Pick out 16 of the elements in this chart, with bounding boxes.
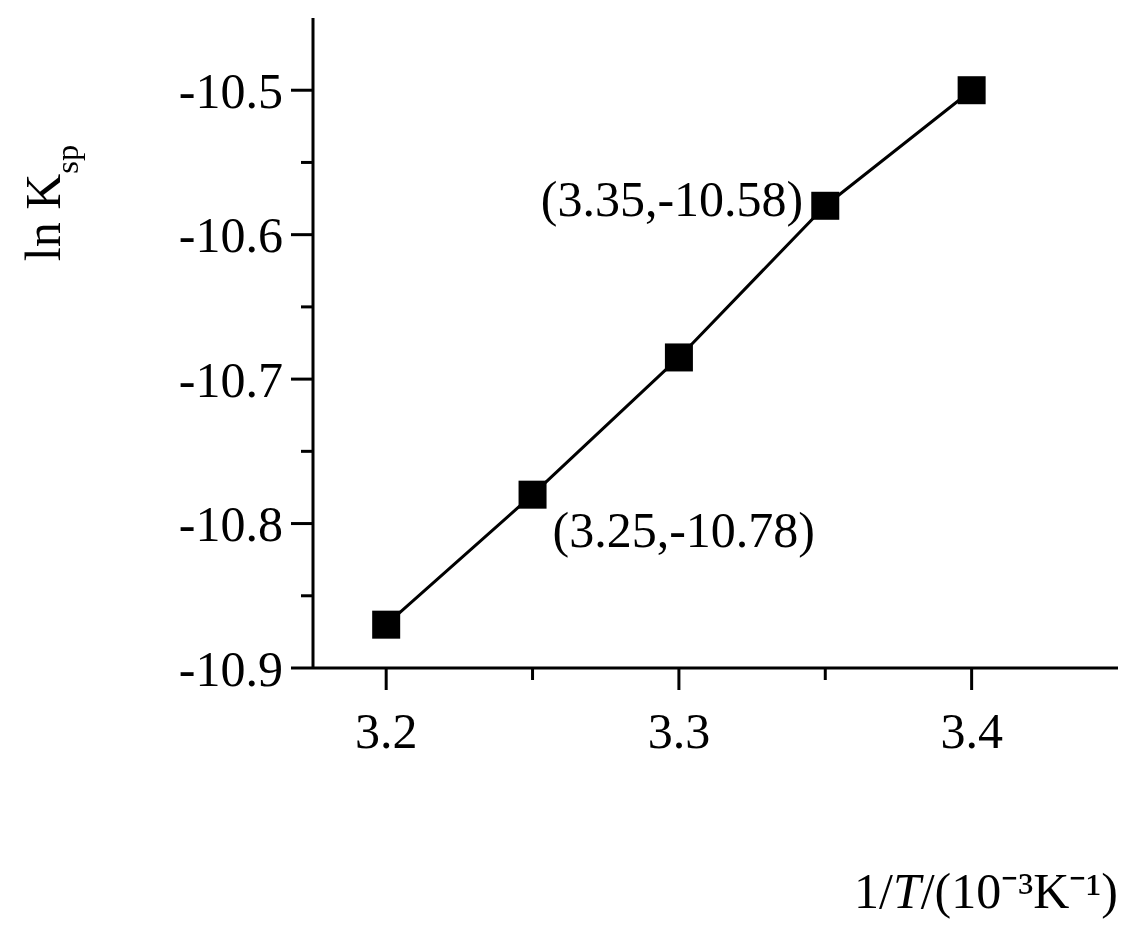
point <box>372 610 401 639</box>
annotation: (3.25,-10.78) <box>552 501 815 558</box>
x-tick-label: 3.3 <box>647 703 711 759</box>
annotation: (3.35,-10.58) <box>540 170 804 227</box>
point <box>518 480 547 509</box>
x-tick-label: 3.4 <box>940 703 1003 759</box>
y-tick-label: -10.5 <box>178 62 283 119</box>
point <box>664 343 693 372</box>
y-tick-label: -10.6 <box>178 207 283 264</box>
y-tick-label: -10.8 <box>178 496 283 553</box>
x-axis-title: 1/T/(10⁻³K⁻¹) <box>854 863 1118 919</box>
y-tick-label: -10.7 <box>178 351 283 408</box>
x-tick-label: 3.2 <box>354 703 418 759</box>
y-tick-label: -10.9 <box>178 640 283 697</box>
point <box>811 191 840 220</box>
point <box>957 76 986 105</box>
